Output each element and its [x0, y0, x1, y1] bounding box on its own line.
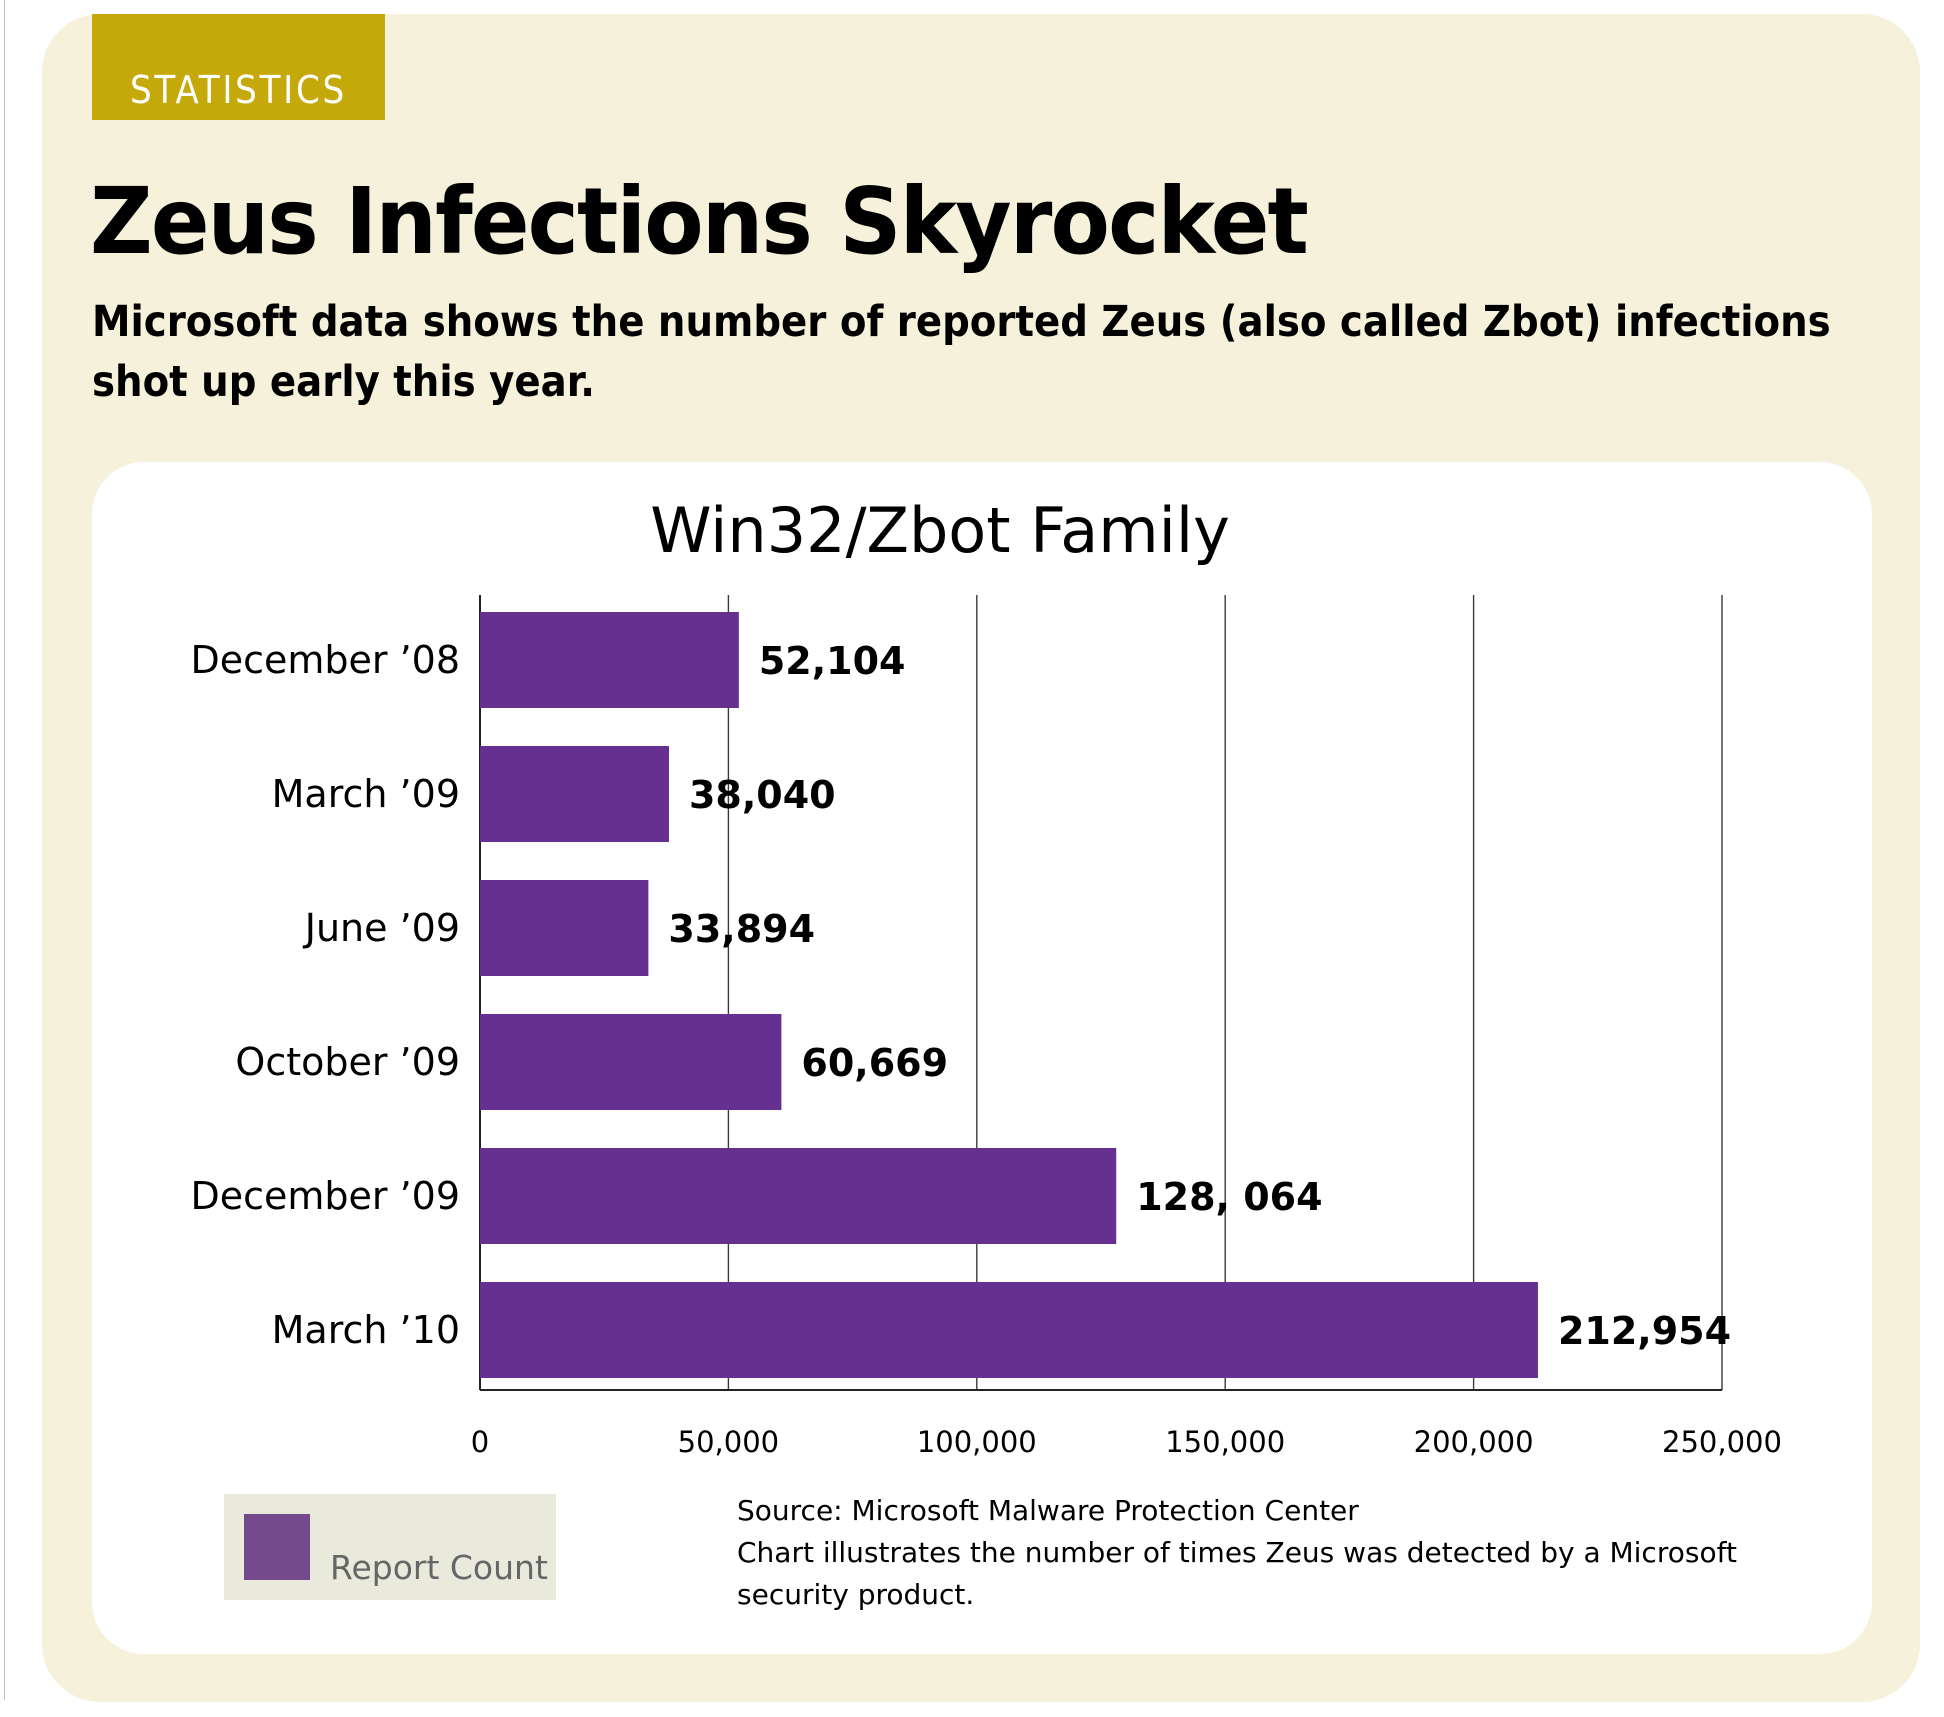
data-label: 38,040 [689, 773, 836, 817]
source-description-line: security product. [737, 1578, 975, 1611]
x-tick-label: 50,000 [678, 1425, 779, 1459]
page-title: Zeus Infections Skyrocket [90, 168, 1309, 275]
category-label: June ’09 [303, 906, 460, 950]
section-tag [92, 14, 385, 120]
bar [480, 1014, 782, 1110]
bar [480, 1282, 1538, 1378]
legend-swatch [244, 1514, 310, 1580]
legend-label: Report Count [330, 1548, 548, 1587]
category-label: October ’09 [235, 1040, 460, 1084]
data-label: 52,104 [759, 639, 906, 683]
page-edge-rule [4, 0, 5, 1700]
source-note: Source: Microsoft Malware Protection Cen… [737, 1490, 1857, 1616]
chart-title: Win32/Zbot Family [650, 494, 1230, 567]
chart-card [92, 462, 1872, 1654]
category-label: December ’09 [190, 1174, 460, 1218]
x-tick-label: 150,000 [1165, 1425, 1285, 1459]
bar [480, 746, 669, 842]
source-line: Source: Microsoft Malware Protection Cen… [737, 1494, 1359, 1527]
section-tag-label: STATISTICS [130, 68, 347, 112]
category-label: March ’09 [272, 772, 460, 816]
bar [480, 1148, 1117, 1244]
source-description-line: Chart illustrates the number of times Ze… [737, 1536, 1737, 1569]
data-label: 128, 064 [1136, 1175, 1322, 1219]
bar [480, 880, 649, 976]
bar [480, 612, 739, 708]
page-subtitle: Microsoft data shows the number of repor… [92, 297, 1831, 407]
data-label: 60,669 [801, 1041, 948, 1085]
x-tick-label: 0 [471, 1425, 489, 1459]
x-tick-label: 200,000 [1414, 1425, 1534, 1459]
x-tick-label: 250,000 [1662, 1425, 1782, 1459]
data-label: 212,954 [1558, 1309, 1731, 1353]
category-label: March ’10 [272, 1308, 460, 1352]
x-tick-label: 100,000 [917, 1425, 1037, 1459]
data-label: 33,894 [668, 907, 815, 951]
category-label: December ’08 [190, 638, 460, 682]
